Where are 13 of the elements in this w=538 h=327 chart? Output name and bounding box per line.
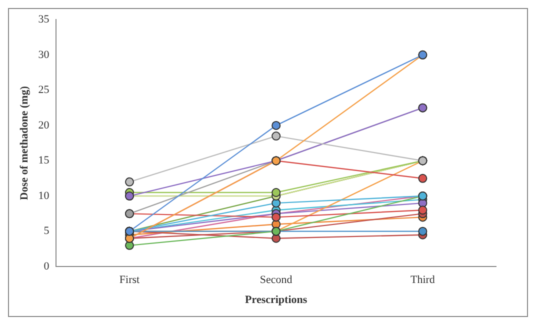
y-tick-label: 35 <box>38 13 50 26</box>
y-tick-label: 30 <box>38 48 50 61</box>
x-tick-label: First <box>119 274 140 286</box>
y-tick-label: 20 <box>38 119 50 132</box>
y-tick-label: 25 <box>38 84 50 96</box>
x-tick-label: Second <box>260 274 293 286</box>
y-axis-title: Dose of methadone (mg) <box>18 86 30 200</box>
y-tick-label: 10 <box>38 190 50 202</box>
y-tick-label: 5 <box>44 225 50 238</box>
x-tick-label: Third <box>410 274 436 286</box>
y-tick-label: 0 <box>44 260 50 272</box>
y-tick-label: 15 <box>38 154 50 167</box>
x-axis-title: Prescriptions <box>245 294 308 306</box>
